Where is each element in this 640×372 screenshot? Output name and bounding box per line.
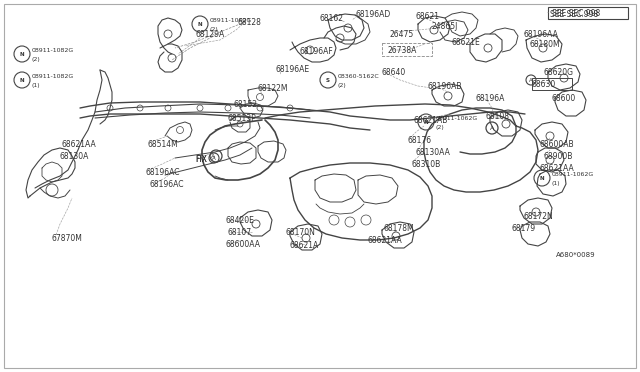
Text: 68621AA: 68621AA <box>368 236 403 245</box>
Text: 68108: 68108 <box>486 112 510 121</box>
Text: 68196AC: 68196AC <box>145 168 179 177</box>
Text: 68178M: 68178M <box>384 224 415 233</box>
Text: 68107: 68107 <box>228 228 252 237</box>
Text: N: N <box>20 51 24 57</box>
Text: 68179: 68179 <box>512 224 536 233</box>
Text: 68196A: 68196A <box>476 94 506 103</box>
Text: 68621E: 68621E <box>452 38 481 47</box>
Text: N: N <box>540 176 544 180</box>
Text: 68129A: 68129A <box>196 30 225 39</box>
Text: 67870M: 67870M <box>52 234 83 243</box>
Text: 68172N: 68172N <box>524 212 554 221</box>
Text: 68170N: 68170N <box>286 228 316 237</box>
Text: (2): (2) <box>338 83 347 89</box>
Text: 68122M: 68122M <box>258 84 289 93</box>
Text: 68176: 68176 <box>408 136 432 145</box>
Text: 68621AA: 68621AA <box>62 140 97 149</box>
Text: (1): (1) <box>552 182 561 186</box>
Text: 68600AA: 68600AA <box>226 240 261 249</box>
Text: 68130A: 68130A <box>60 152 90 161</box>
Text: SEE SEC.998: SEE SEC.998 <box>552 9 600 17</box>
Text: 68513P: 68513P <box>228 114 257 123</box>
Text: 08911-1062G: 08911-1062G <box>436 115 478 121</box>
Text: 68600: 68600 <box>552 94 576 103</box>
Text: 68196AC: 68196AC <box>150 180 184 189</box>
Bar <box>382 43 432 56</box>
Text: (1): (1) <box>32 83 40 89</box>
Text: A: A <box>211 154 215 159</box>
Text: 68900B: 68900B <box>543 152 572 161</box>
Bar <box>532 78 572 90</box>
Text: 08911-1082G: 08911-1082G <box>32 48 74 52</box>
Text: 68196AA: 68196AA <box>524 30 559 39</box>
Text: 68420E: 68420E <box>225 216 254 225</box>
Text: 24865J: 24865J <box>432 22 458 31</box>
Text: FIX: FIX <box>195 155 207 164</box>
Text: A: A <box>212 156 216 161</box>
Text: A680*0089: A680*0089 <box>556 252 596 258</box>
Text: 68162: 68162 <box>320 14 344 23</box>
Text: (2): (2) <box>32 58 41 62</box>
Text: 26738A: 26738A <box>388 46 417 55</box>
Text: 68196AF: 68196AF <box>300 47 333 56</box>
Text: 68180M: 68180M <box>530 40 561 49</box>
Text: 26475: 26475 <box>390 30 414 39</box>
Text: 68621AB: 68621AB <box>414 116 449 125</box>
Text: N: N <box>20 77 24 83</box>
Text: 68620G: 68620G <box>544 68 574 77</box>
Text: 08911-1062G: 08911-1062G <box>552 171 595 176</box>
Text: 68640: 68640 <box>382 68 406 77</box>
Text: S: S <box>326 77 330 83</box>
Text: 68130AA: 68130AA <box>415 148 450 157</box>
Text: FIX: FIX <box>195 155 207 164</box>
Text: 68621A: 68621A <box>290 241 319 250</box>
Text: 68630: 68630 <box>532 80 556 89</box>
Text: 68196AE: 68196AE <box>276 65 310 74</box>
Text: A: A <box>490 126 494 131</box>
Text: 68621: 68621 <box>415 12 439 21</box>
Text: 68196AB: 68196AB <box>428 82 463 91</box>
Text: 68128: 68128 <box>238 18 262 27</box>
Text: N: N <box>424 119 428 125</box>
Text: 08911-1062G: 08911-1062G <box>210 17 252 22</box>
Text: 68152: 68152 <box>234 100 258 109</box>
Text: N: N <box>198 22 202 26</box>
Text: 08911-1082G: 08911-1082G <box>32 74 74 78</box>
Text: (2): (2) <box>436 125 445 131</box>
Text: SEE SEC.998: SEE SEC.998 <box>550 10 598 19</box>
Text: 08360-5162C: 08360-5162C <box>338 74 380 78</box>
Text: 68600AB: 68600AB <box>540 140 575 149</box>
Text: 68514M: 68514M <box>148 140 179 149</box>
Bar <box>548 7 628 19</box>
Text: (2): (2) <box>210 28 219 32</box>
Text: 68196AD: 68196AD <box>355 10 390 19</box>
Text: 68310B: 68310B <box>411 160 440 169</box>
Text: A: A <box>529 78 533 83</box>
Text: 68621AA: 68621AA <box>540 164 575 173</box>
